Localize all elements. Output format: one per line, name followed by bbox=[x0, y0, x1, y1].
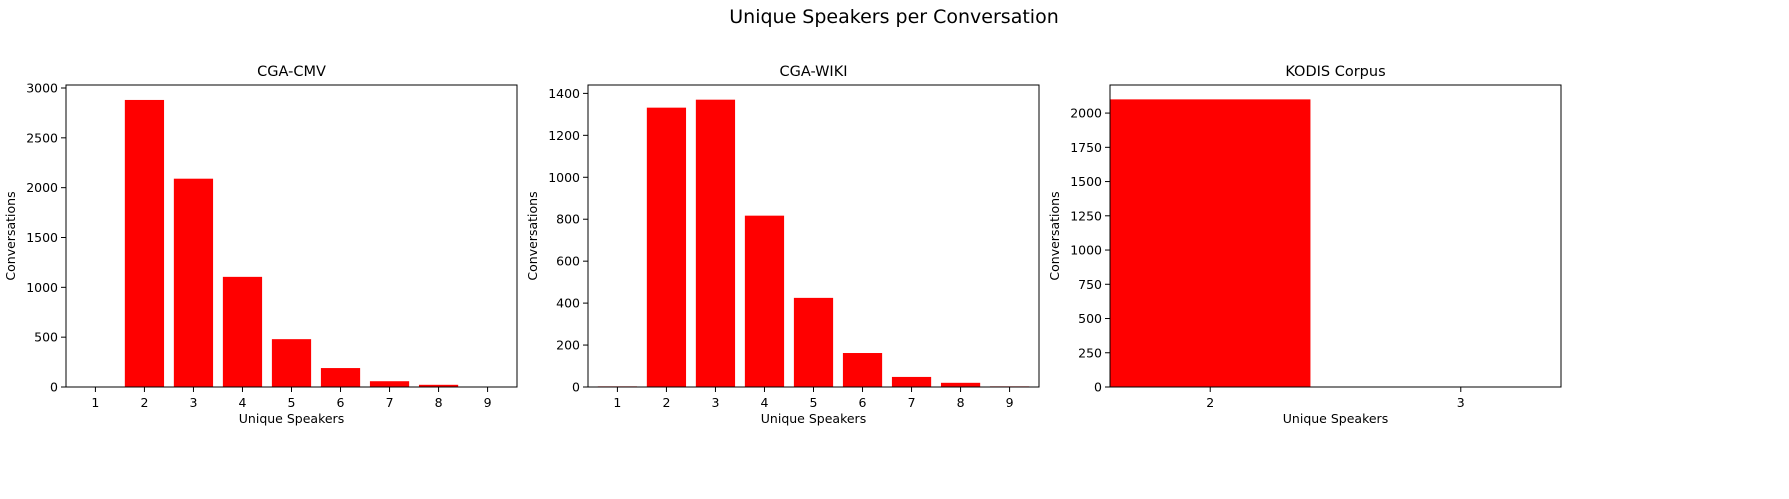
y-tick-label: 400 bbox=[556, 296, 580, 311]
x-tick-label: 3 bbox=[711, 395, 719, 410]
x-tick-label: 2 bbox=[1206, 395, 1214, 410]
y-tick-label: 1500 bbox=[26, 230, 58, 245]
bar bbox=[941, 383, 980, 387]
y-tick-label: 3000 bbox=[26, 80, 58, 95]
bar bbox=[647, 108, 686, 387]
y-tick-label: 2500 bbox=[26, 130, 58, 145]
x-axis-label: Unique Speakers bbox=[1283, 411, 1388, 426]
bar bbox=[1110, 99, 1310, 387]
figure-title: Unique Speakers per Conversation bbox=[729, 6, 1059, 28]
x-tick-label: 9 bbox=[1006, 395, 1014, 410]
chart-panel-2: 1 2 3 4 5 6 7 8 9 0 200 400 600 800 1000 1200 1400 CGA-WI… bbox=[525, 64, 1039, 426]
y-tick-label: 1000 bbox=[548, 170, 580, 185]
bar bbox=[272, 339, 311, 387]
bar bbox=[321, 368, 360, 387]
x-tick-label: 6 bbox=[337, 395, 345, 410]
panel-title: CGA-CMV bbox=[257, 64, 326, 80]
bar bbox=[843, 353, 882, 387]
chart-panel-3: 2 3 0 250 500 750 1000 1250 1500 1750 2000 KODIS Co… bbox=[1047, 64, 1561, 426]
y-tick-label: 0 bbox=[572, 380, 580, 395]
x-tick-label: 7 bbox=[386, 395, 394, 410]
y-tick-label: 2000 bbox=[1070, 106, 1102, 121]
x-axis-label: Unique Speakers bbox=[239, 411, 344, 426]
y-axis-label: Conversations bbox=[525, 191, 540, 280]
y-tick-label: 750 bbox=[1078, 277, 1102, 292]
panel-title: KODIS Corpus bbox=[1285, 64, 1385, 80]
panel-title: CGA-WIKI bbox=[779, 64, 847, 80]
x-tick-label: 4 bbox=[761, 395, 769, 410]
x-tick-label: 1 bbox=[91, 395, 99, 410]
bar bbox=[696, 100, 735, 387]
y-tick-label: 1000 bbox=[26, 280, 58, 295]
y-tick-label: 1200 bbox=[548, 128, 580, 143]
bar bbox=[745, 216, 784, 387]
y-tick-label: 1250 bbox=[1070, 208, 1102, 223]
bar bbox=[223, 277, 262, 387]
y-tick-label: 0 bbox=[50, 380, 58, 395]
chart-panel-1: 1 2 3 4 5 6 7 8 9 0 500 1000 1500 2000 2500 3000 CGA-CMV… bbox=[3, 64, 517, 426]
x-tick-label: 5 bbox=[288, 395, 296, 410]
y-tick-label: 200 bbox=[556, 338, 580, 353]
bar bbox=[794, 298, 833, 387]
y-tick-label: 1400 bbox=[548, 86, 580, 101]
x-tick-label: 3 bbox=[1457, 395, 1465, 410]
x-tick-label: 8 bbox=[435, 395, 443, 410]
x-tick-label: 9 bbox=[484, 395, 492, 410]
y-tick-label: 600 bbox=[556, 254, 580, 269]
bar bbox=[174, 179, 213, 387]
y-tick-label: 0 bbox=[1094, 380, 1102, 395]
y-tick-label: 500 bbox=[1078, 311, 1102, 326]
x-tick-label: 7 bbox=[908, 395, 916, 410]
y-tick-label: 1000 bbox=[1070, 243, 1102, 258]
x-tick-label: 4 bbox=[239, 395, 247, 410]
x-tick-label: 8 bbox=[957, 395, 965, 410]
bar bbox=[125, 100, 164, 387]
y-tick-label: 800 bbox=[556, 212, 580, 227]
y-axis-label: Conversations bbox=[3, 191, 18, 280]
x-tick-label: 1 bbox=[613, 395, 621, 410]
x-tick-label: 2 bbox=[662, 395, 670, 410]
y-tick-label: 250 bbox=[1078, 345, 1102, 360]
x-tick-label: 3 bbox=[189, 395, 197, 410]
x-tick-label: 6 bbox=[859, 395, 867, 410]
y-tick-label: 2000 bbox=[26, 180, 58, 195]
bar bbox=[892, 377, 931, 387]
x-axis-label: Unique Speakers bbox=[761, 411, 866, 426]
y-tick-label: 1500 bbox=[1070, 174, 1102, 189]
x-tick-label: 5 bbox=[810, 395, 818, 410]
bar bbox=[370, 381, 409, 387]
x-tick-label: 2 bbox=[140, 395, 148, 410]
y-tick-label: 500 bbox=[34, 330, 58, 345]
y-axis-label: Conversations bbox=[1047, 191, 1062, 280]
y-tick-label: 1750 bbox=[1070, 140, 1102, 155]
